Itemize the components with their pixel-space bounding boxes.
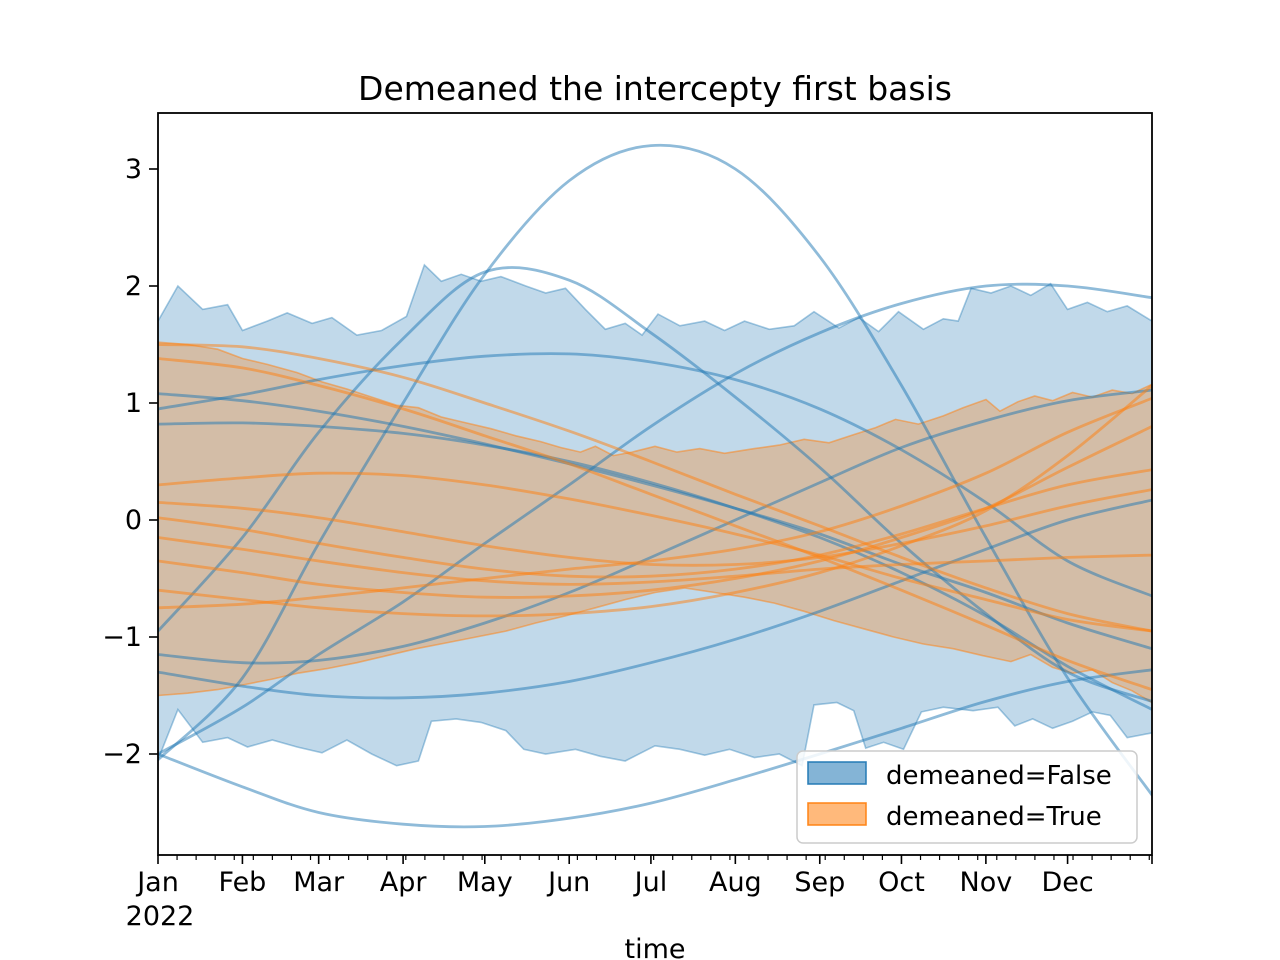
x-axis-label: time xyxy=(624,934,685,960)
x-tick-label: Feb xyxy=(219,867,267,898)
x-tick-label: May xyxy=(457,867,513,898)
x-tick-label: Oct xyxy=(878,867,925,898)
y-tick-label: 1 xyxy=(125,388,142,419)
x-tick-label: Jun xyxy=(546,867,590,898)
legend-box xyxy=(796,750,1138,844)
sample-curve-false-3 xyxy=(158,282,1152,756)
x-tick-label: Jan xyxy=(135,867,179,898)
y-tick-label: 2 xyxy=(125,271,142,302)
legend-label-demeaned-false: demeaned=False xyxy=(886,761,1112,791)
sample-curve-true-14 xyxy=(158,536,1152,586)
sample-curve-true-11 xyxy=(158,471,1152,633)
band-upper-edge-demeaned-false xyxy=(158,263,1152,337)
x-tick-label: Sep xyxy=(794,867,845,898)
sample-curve-false-1 xyxy=(158,668,1152,829)
sample-curve-true-15 xyxy=(158,425,1152,599)
y-tick-label: −1 xyxy=(102,622,142,653)
y-tick-label: 0 xyxy=(125,505,142,536)
legend: demeaned=False demeaned=True xyxy=(796,750,1138,844)
sample-curve-true-9 xyxy=(158,343,1152,633)
x-tick-label: Jul xyxy=(633,867,668,898)
band-upper-edge-demeaned-true xyxy=(158,341,1152,457)
x-tick-label: Dec xyxy=(1041,867,1093,898)
sample-curve-true-17 xyxy=(158,384,1152,618)
sample-curve-false-2 xyxy=(158,266,1152,703)
band-lower-edge-demeaned-true xyxy=(158,587,1152,704)
x-tick-label: Mar xyxy=(293,867,345,898)
sample-curve-false-4 xyxy=(158,352,1152,598)
x-tick-label: Apr xyxy=(380,867,428,898)
x-tick-label: Nov xyxy=(960,867,1013,898)
chart-title: Demeaned the intercepty first basis xyxy=(358,69,952,108)
sample-curve-true-12 xyxy=(158,488,1152,567)
y-tick-label: −2 xyxy=(102,739,142,770)
x-axis-year-label: 2022 xyxy=(126,901,195,932)
sample-curve-false-6 xyxy=(158,421,1152,711)
y-tick-label: 3 xyxy=(125,154,142,185)
sample-curve-false-7 xyxy=(158,388,1152,665)
sample-curve-false-8 xyxy=(158,498,1152,700)
legend-swatch-demeaned-false xyxy=(807,761,867,785)
sample-curve-true-16 xyxy=(158,396,1152,610)
legend-swatch-demeaned-true xyxy=(807,802,867,826)
axes-border xyxy=(157,112,1153,856)
sample-curve-true-10 xyxy=(158,357,1152,691)
legend-label-demeaned-true: demeaned=True xyxy=(886,802,1102,832)
sample-curve-false-5 xyxy=(158,392,1152,651)
x-tick-label: Aug xyxy=(709,867,762,898)
plot-area: Jan Feb Mar Apr May Jun Jul Aug Sep Oct Nov Dec −2 −1… xyxy=(102,143,1153,898)
band-lower-edge-demeaned-false xyxy=(158,701,1152,767)
